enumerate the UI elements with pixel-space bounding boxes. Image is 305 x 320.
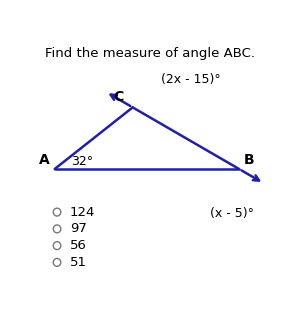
Text: 32°: 32°: [71, 155, 93, 168]
Text: C: C: [113, 90, 123, 104]
Text: 56: 56: [70, 239, 87, 252]
Text: (2x - 15)°: (2x - 15)°: [161, 73, 221, 85]
Text: A: A: [39, 153, 50, 166]
Text: 51: 51: [70, 256, 87, 269]
Text: B: B: [244, 153, 254, 166]
Text: (x - 5)°: (x - 5)°: [210, 207, 254, 220]
Text: Find the measure of angle ABC.: Find the measure of angle ABC.: [45, 47, 255, 60]
Text: 124: 124: [70, 206, 95, 219]
Text: 97: 97: [70, 222, 87, 236]
